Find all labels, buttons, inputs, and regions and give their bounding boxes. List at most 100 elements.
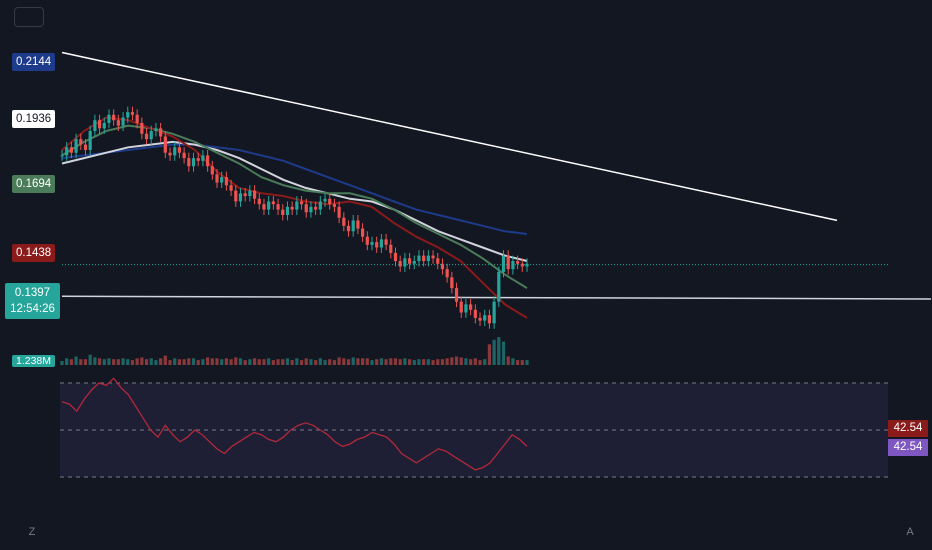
candle-body (276, 204, 280, 210)
candle-body (478, 317, 482, 321)
volume-bar (295, 358, 299, 365)
volume-bar (520, 360, 524, 365)
candle-body (248, 190, 252, 197)
zoom-button[interactable]: Z (28, 526, 36, 538)
rsi-pane (60, 377, 888, 478)
candle-body (501, 255, 506, 272)
volume-bar (210, 358, 214, 365)
volume-bar (262, 359, 266, 365)
volume-bar (478, 360, 482, 365)
candle-body (168, 152, 172, 156)
price-label-2: 0.1694 (12, 175, 56, 194)
candle-body (83, 144, 88, 150)
candle-body (252, 190, 257, 199)
candle-body (177, 147, 182, 153)
volume-bar (196, 360, 200, 365)
volume-bar (206, 357, 210, 365)
volume-bar (252, 358, 257, 365)
candle-body (215, 174, 219, 183)
trendlines (61, 51, 931, 300)
candle-body (384, 239, 388, 245)
candle-body (163, 136, 167, 153)
toolbar-button[interactable] (14, 7, 44, 27)
volume-bar (431, 360, 435, 365)
volume-bar (370, 360, 374, 365)
volume-bar (483, 359, 487, 365)
volume-bars (60, 337, 529, 365)
volume-bar (323, 360, 327, 365)
candle-body (267, 201, 271, 210)
candle-body (337, 206, 341, 218)
volume-bar (342, 358, 346, 365)
rsi-ma-value-label: 42.54 (888, 439, 928, 456)
volume-bar (501, 341, 506, 365)
candle-body (469, 304, 473, 310)
candle-body (304, 204, 308, 213)
volume-bar (525, 360, 529, 365)
candle-body (450, 277, 454, 289)
volume-bar (187, 358, 191, 365)
volume-label: 1.238M (12, 355, 56, 367)
moving-averages (61, 116, 528, 319)
candle-body (328, 198, 332, 205)
volume-bar (182, 359, 186, 365)
auto-scale-button[interactable]: A (906, 526, 914, 538)
volume-bar (126, 359, 130, 365)
volume-bar (163, 355, 167, 365)
volume-bar (229, 359, 233, 365)
volume-bar (309, 359, 313, 365)
volume-bar (285, 358, 290, 365)
candle-body (107, 114, 111, 123)
candle-body (173, 147, 177, 156)
volume-bar (60, 361, 64, 365)
volume-bar (492, 339, 496, 365)
volume-bar (497, 337, 501, 365)
volume-bar (116, 359, 120, 365)
volume-bar (238, 358, 243, 365)
volume-bar (112, 359, 116, 365)
candles (60, 106, 529, 329)
volume-bar (436, 359, 440, 365)
candle-body (436, 258, 440, 264)
candle-body (281, 209, 285, 215)
candle-body (220, 177, 224, 183)
candle-body (487, 315, 492, 324)
volume-bar (168, 360, 172, 365)
candle-body (60, 155, 64, 157)
volume-bar (337, 357, 341, 365)
volume-bar (454, 356, 459, 365)
volume-bar (304, 358, 308, 365)
candle-body (407, 258, 412, 264)
volume-bar (516, 360, 520, 365)
volume-bar (328, 359, 332, 365)
candle-body (182, 152, 186, 159)
candle-body (351, 220, 355, 232)
volume-bar (243, 360, 247, 365)
candle-body (525, 263, 529, 267)
volume-bar (346, 359, 351, 365)
candle-body (431, 255, 435, 259)
candle-body (159, 128, 163, 137)
candle-body (497, 271, 501, 302)
candle-body (403, 258, 407, 267)
volume-bar (290, 360, 294, 365)
candle-body (323, 198, 327, 202)
candle-body (238, 193, 243, 202)
volume-bar (79, 359, 83, 365)
candle-body (149, 131, 153, 140)
rsi-band (60, 383, 888, 477)
volume-bar (384, 359, 388, 365)
trendline-1 (61, 295, 931, 300)
volume-bar (393, 358, 398, 365)
volume-bar (248, 359, 252, 365)
volume-bar (271, 360, 275, 365)
candle-body (271, 201, 275, 205)
candle-body (356, 220, 360, 229)
candle-body (234, 190, 238, 202)
candle-body (511, 261, 515, 270)
candle-body (93, 120, 97, 132)
candle-body (210, 166, 214, 175)
candle-body (440, 263, 445, 270)
volume-bar (440, 359, 445, 365)
